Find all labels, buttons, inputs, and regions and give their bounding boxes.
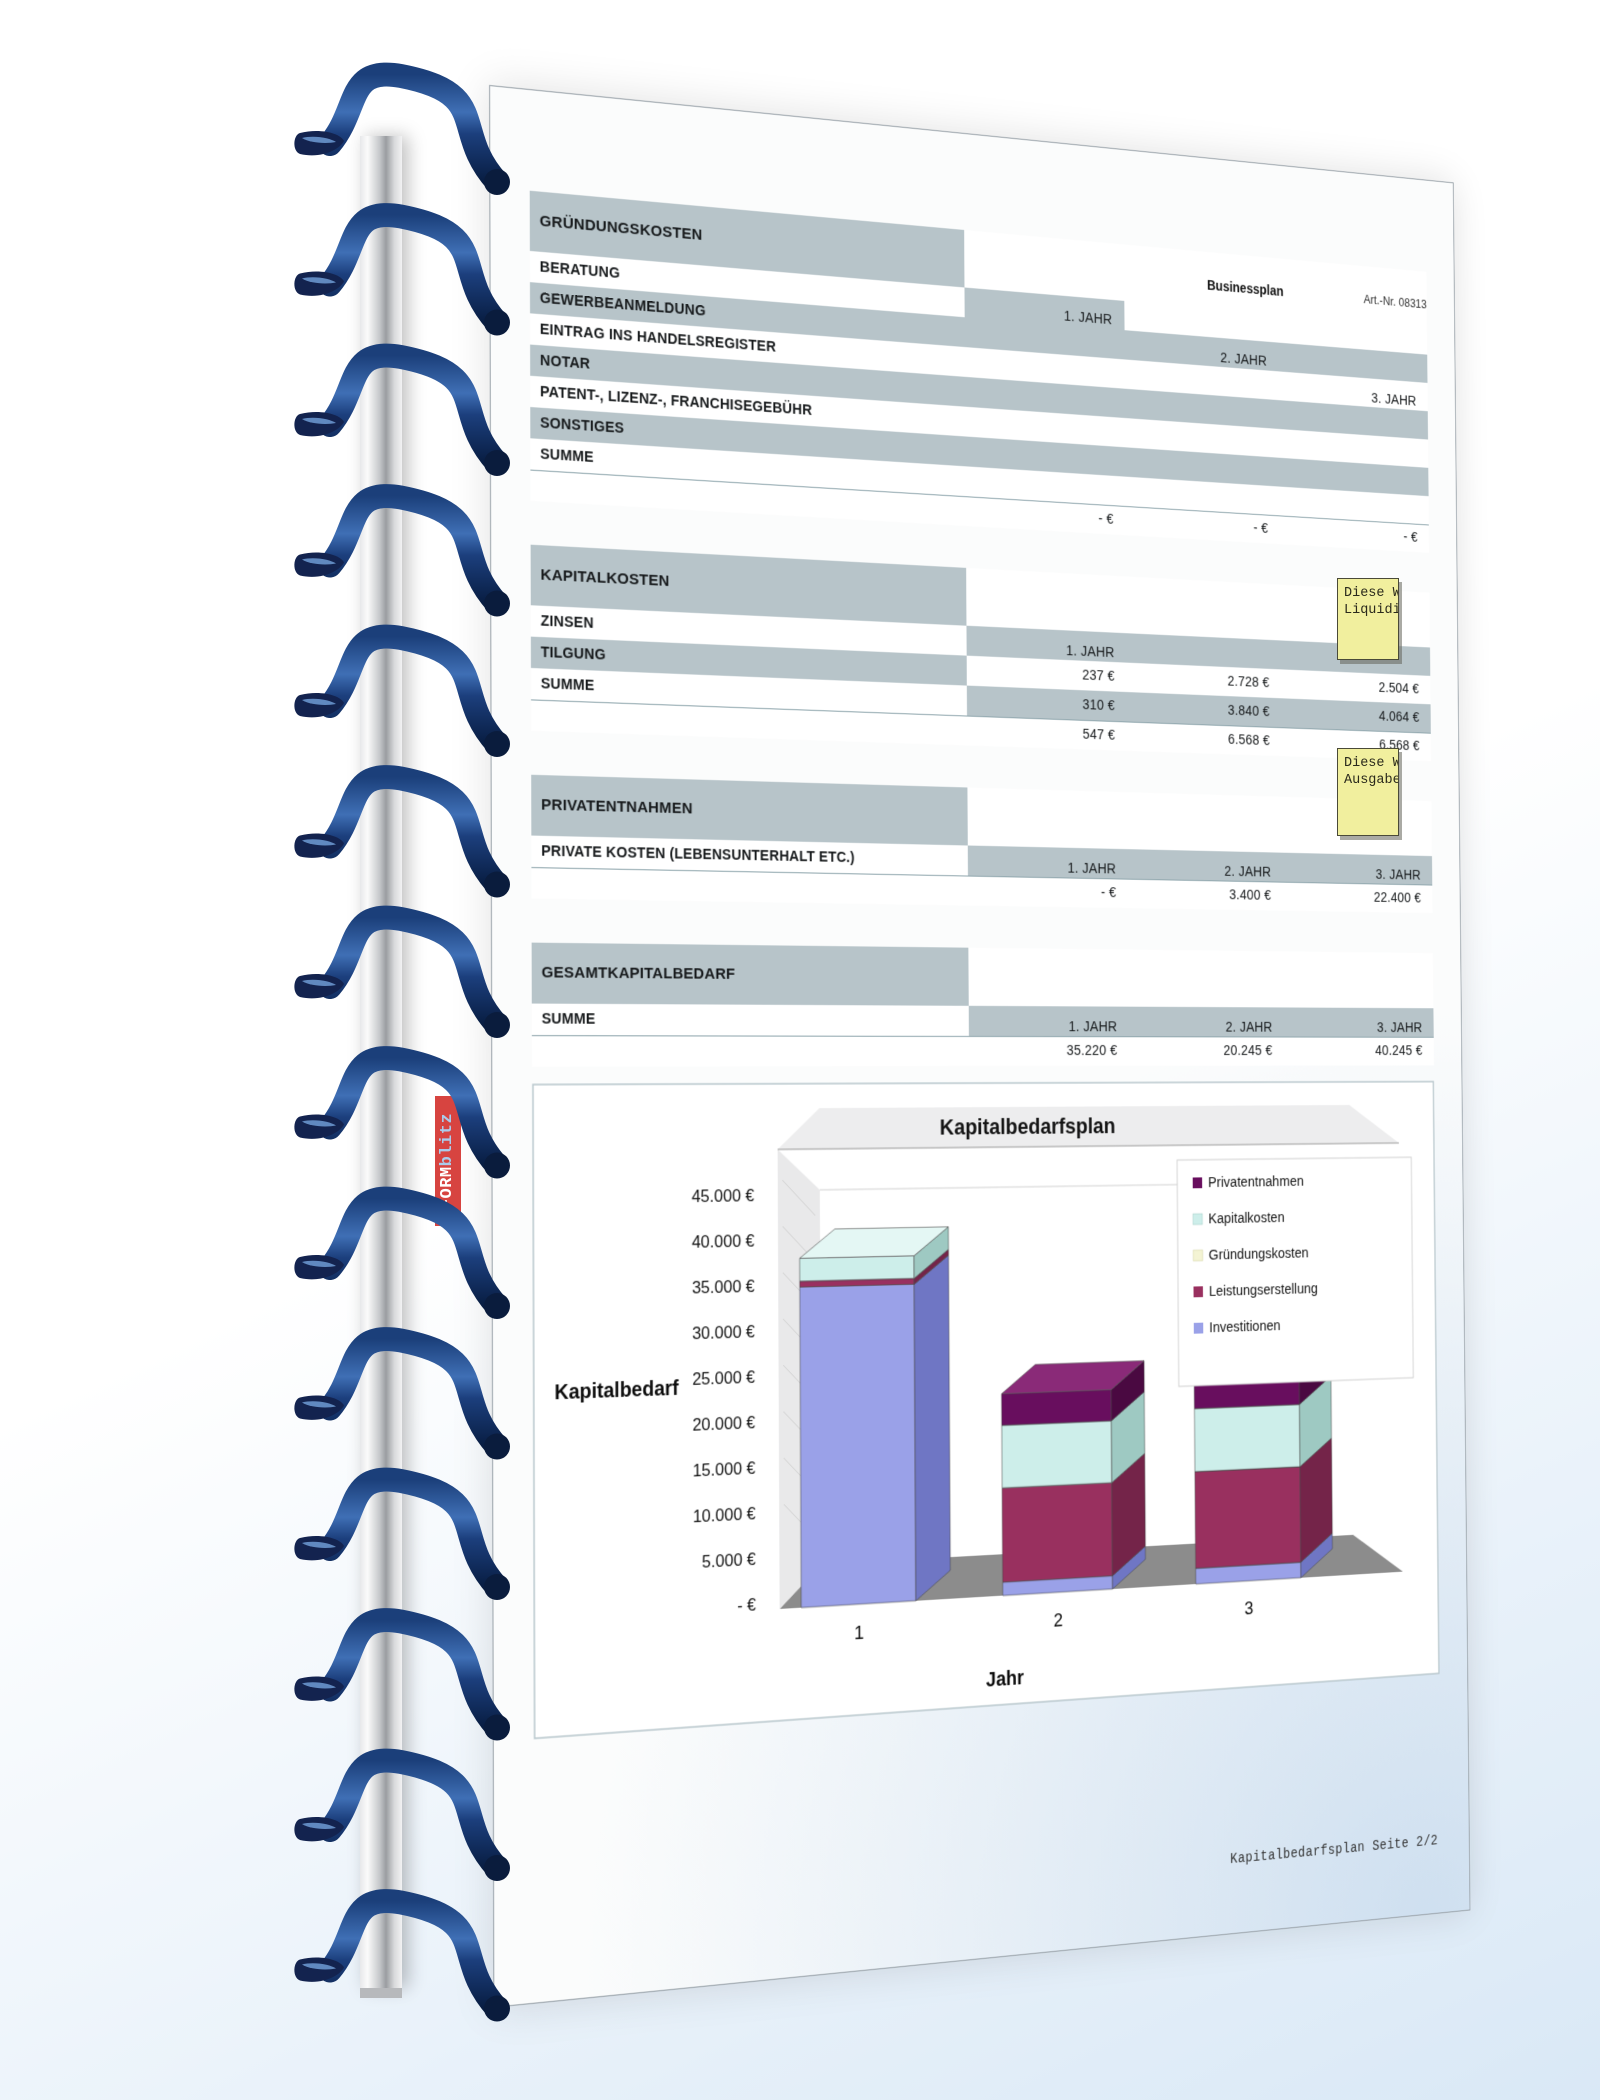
svg-text:25.000 €: 25.000 € <box>692 1367 756 1389</box>
svg-text:1: 1 <box>854 1621 864 1644</box>
svg-text:Privatentnahmen: Privatentnahmen <box>1208 1174 1304 1191</box>
svg-text:Kapitalbedarfsplan: Kapitalbedarfsplan <box>940 1113 1116 1140</box>
svg-text:3: 3 <box>1244 1597 1253 1619</box>
svg-text:30.000 €: 30.000 € <box>692 1321 756 1343</box>
svg-text:Investitionen: Investitionen <box>1209 1318 1280 1336</box>
svg-text:35.000 €: 35.000 € <box>692 1276 756 1298</box>
svg-text:40.000 €: 40.000 € <box>692 1231 756 1252</box>
svg-text:- €: - € <box>737 1594 757 1615</box>
svg-text:Leistungserstellung: Leistungserstellung <box>1209 1281 1318 1300</box>
svg-text:Gründungskosten: Gründungskosten <box>1209 1245 1309 1263</box>
svg-text:45.000 €: 45.000 € <box>691 1185 755 1206</box>
svg-text:Kapitalkosten: Kapitalkosten <box>1208 1210 1284 1227</box>
svg-text:5.000 €: 5.000 € <box>702 1549 757 1572</box>
svg-text:2: 2 <box>1053 1609 1062 1631</box>
svg-text:Kapitalbedarf: Kapitalbedarf <box>554 1377 679 1405</box>
svg-text:10.000 €: 10.000 € <box>693 1503 757 1526</box>
svg-text:Jahr: Jahr <box>986 1667 1024 1692</box>
svg-text:20.000 €: 20.000 € <box>692 1412 756 1435</box>
svg-text:15.000 €: 15.000 € <box>693 1458 757 1481</box>
